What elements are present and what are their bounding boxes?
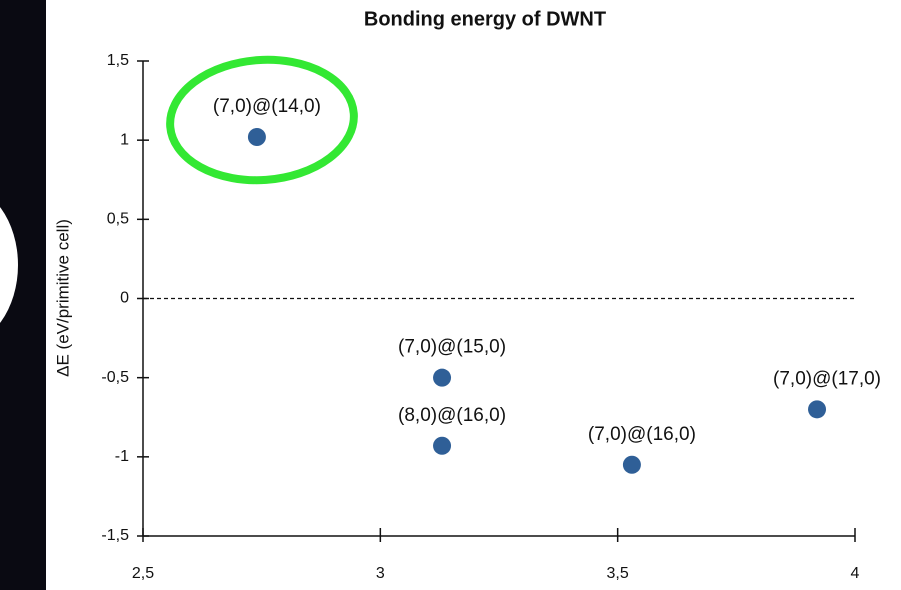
page: {"chart_data": {"type": "scatter", "titl…	[0, 0, 901, 590]
y-tick-label: -1	[115, 448, 129, 465]
highlight-circle	[166, 54, 358, 187]
x-tick-label: 4	[851, 565, 860, 582]
y-tick-label: -1,5	[101, 527, 129, 544]
x-tick-label: 2,5	[132, 565, 154, 582]
point-label: (8,0)@(16,0)	[398, 405, 506, 426]
point	[623, 456, 641, 474]
point	[808, 400, 826, 418]
point	[433, 369, 451, 387]
point	[433, 437, 451, 455]
x-tick-label: 3,5	[607, 565, 629, 582]
y-axis-label: ΔE (eV/primitive cell)	[53, 219, 72, 377]
point	[248, 128, 266, 146]
y-tick-label: 1	[120, 131, 129, 148]
x-tick-label: 3	[376, 565, 385, 582]
y-tick-label: -0,5	[101, 369, 129, 386]
point-label: (7,0)@(17,0)	[773, 368, 881, 389]
point-label: (7,0)@(15,0)	[398, 337, 506, 358]
point-label: (7,0)@(16,0)	[588, 424, 696, 445]
point-label: (7,0)@(14,0)	[213, 96, 321, 117]
y-tick-label: 1,5	[107, 52, 129, 69]
y-tick-label: 0	[120, 290, 129, 307]
chart-title: Bonding energy of DWNT	[364, 8, 606, 30]
y-tick-label: 0,5	[107, 211, 129, 228]
chart: Bonding energy of DWNT ΔE (eV/primitive …	[0, 0, 901, 590]
